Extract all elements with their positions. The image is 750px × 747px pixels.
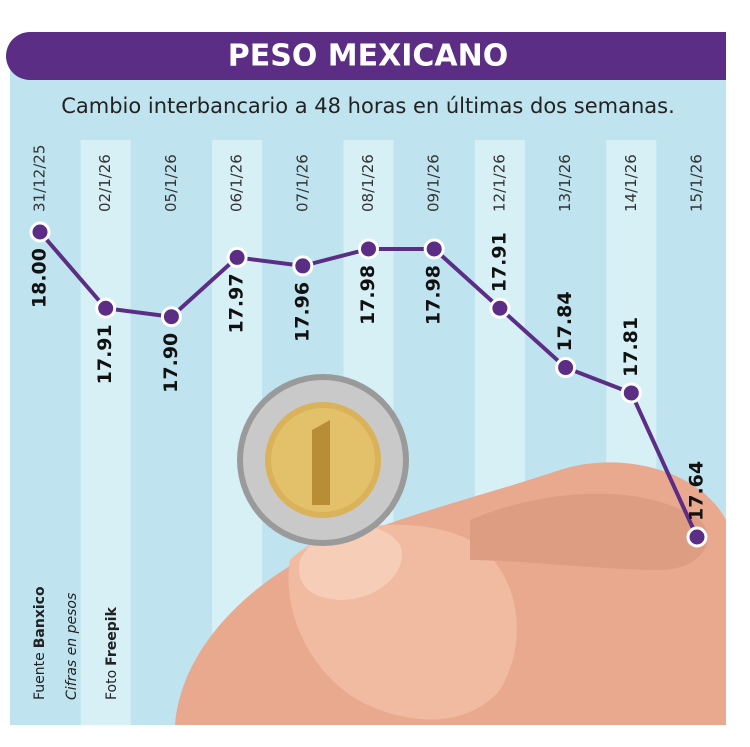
x-tick-label: 31/12/25	[31, 145, 49, 212]
value-label: 17.97	[226, 273, 248, 333]
source-label: Fuente	[32, 652, 48, 700]
point	[555, 357, 577, 379]
point	[95, 297, 117, 319]
photo-credit: Foto Freepik	[104, 606, 120, 700]
source: Fuente Banxico	[32, 586, 48, 700]
chart-subtitle: Cambio interbancario a 48 horas en últim…	[61, 94, 675, 118]
x-tick-label: 08/1/26	[359, 154, 377, 212]
x-tick-label: 06/1/26	[228, 154, 246, 212]
value-label: 17.90	[160, 333, 182, 393]
plot: 18.00 31/12/25 17.91 02/1/26 17.90 05/1/26 17.…	[29, 145, 708, 548]
point	[29, 221, 51, 243]
point	[423, 238, 445, 260]
value-label: 17.98	[357, 265, 379, 325]
source-name: Banxico	[32, 586, 48, 648]
subtitle-band	[10, 80, 726, 132]
x-tick-label: 14/1/26	[622, 154, 640, 212]
coin-illustration	[237, 374, 409, 546]
point	[160, 306, 182, 328]
value-label: 17.91	[94, 324, 116, 384]
value-label: 17.98	[423, 265, 445, 325]
value-label: 17.91	[488, 232, 510, 292]
note: Cifras en pesos	[64, 593, 80, 700]
point	[489, 297, 511, 319]
value-label: 17.96	[291, 282, 313, 342]
x-tick-label: 09/1/26	[425, 154, 443, 212]
x-tick-label: 05/1/26	[162, 154, 180, 212]
point	[358, 238, 379, 260]
header-bar	[6, 32, 726, 80]
value-label: 17.64	[686, 461, 708, 521]
point	[292, 255, 314, 277]
point	[686, 526, 708, 548]
value-label: 17.81	[620, 317, 642, 377]
photo-label: Foto	[104, 670, 120, 700]
x-tick-label: 02/1/26	[96, 154, 114, 212]
x-tick-label: 15/1/26	[688, 154, 706, 212]
stripe	[80, 140, 131, 725]
x-tick-label: 07/1/26	[293, 154, 311, 212]
value-label: 18.00	[29, 248, 51, 308]
photo-name: Freepik	[104, 606, 120, 665]
chart-title: PESO MEXICANO	[228, 39, 509, 74]
point	[226, 246, 248, 268]
value-label: 17.84	[554, 291, 576, 351]
x-tick-label: 12/1/26	[490, 154, 508, 212]
x-tick-label: 13/1/26	[556, 154, 574, 212]
point	[620, 382, 642, 404]
